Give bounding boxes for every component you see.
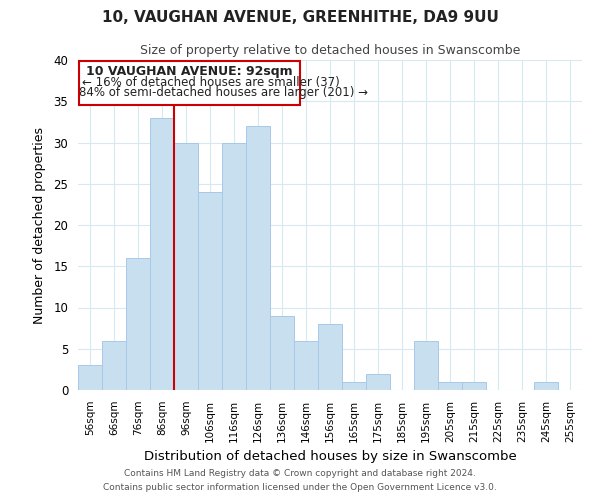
Bar (246, 126, 270, 390)
Text: 10, VAUGHAN AVENUE, GREENHITHE, DA9 9UU: 10, VAUGHAN AVENUE, GREENHITHE, DA9 9UU (101, 10, 499, 25)
Bar (126, 258, 150, 390)
Bar (174, 142, 198, 390)
Bar (342, 382, 366, 390)
Text: 84% of semi-detached houses are larger (201) →: 84% of semi-detached houses are larger (… (79, 86, 368, 100)
Bar (438, 382, 462, 390)
Text: ← 16% of detached houses are smaller (37): ← 16% of detached houses are smaller (37… (82, 76, 340, 88)
Bar (534, 382, 558, 390)
Bar (414, 340, 438, 390)
Bar (294, 340, 318, 390)
Y-axis label: Number of detached properties: Number of detached properties (34, 126, 46, 324)
Text: Contains HM Land Registry data © Crown copyright and database right 2024.: Contains HM Land Registry data © Crown c… (124, 468, 476, 477)
Text: 10 VAUGHAN AVENUE: 92sqm: 10 VAUGHAN AVENUE: 92sqm (86, 65, 293, 78)
Bar (462, 382, 486, 390)
Title: Size of property relative to detached houses in Swanscombe: Size of property relative to detached ho… (140, 44, 520, 58)
Bar (102, 340, 126, 390)
Bar (150, 118, 174, 390)
FancyBboxPatch shape (79, 61, 300, 106)
Text: Contains public sector information licensed under the Open Government Licence v3: Contains public sector information licen… (103, 484, 497, 492)
Bar (270, 316, 294, 390)
Bar (78, 365, 102, 390)
Bar (222, 142, 246, 390)
Bar (198, 192, 222, 390)
Bar (318, 324, 342, 390)
X-axis label: Distribution of detached houses by size in Swanscombe: Distribution of detached houses by size … (143, 450, 517, 463)
Bar (366, 374, 390, 390)
